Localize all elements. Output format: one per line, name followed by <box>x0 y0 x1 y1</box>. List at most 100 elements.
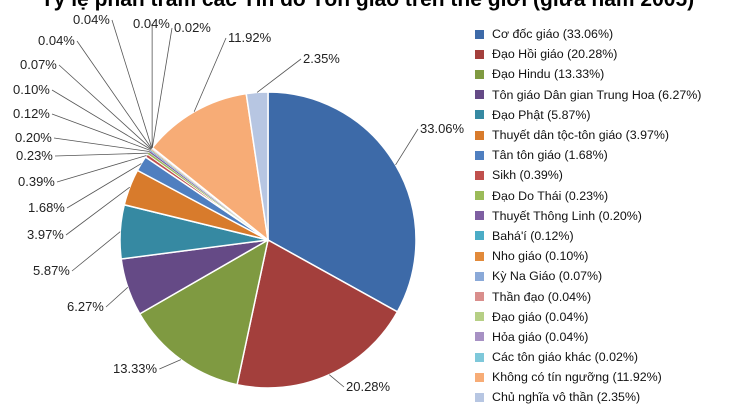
data-label: 1.68% <box>28 200 65 215</box>
leader-line <box>395 128 419 166</box>
legend-label: Đạo giáo (0.04%) <box>492 309 589 324</box>
leader-line <box>256 58 302 93</box>
legend-swatch <box>475 130 484 140</box>
leader-line <box>76 40 152 149</box>
legend-label: Chủ nghĩa vô thần (2.35%) <box>492 390 641 405</box>
legend-swatch <box>475 251 484 261</box>
data-label: 0.23% <box>16 148 53 163</box>
data-label: 0.20% <box>15 130 52 145</box>
legend-label: Đạo Phật (5.87%) <box>492 107 591 122</box>
data-label: 2.35% <box>303 51 340 66</box>
legend-label: Kỳ Na Giáo (0.07%) <box>492 269 603 284</box>
legend-item: Kỳ Na Giáo (0.07%) <box>475 266 733 286</box>
pie-slice <box>236 238 399 389</box>
legend-item: Các tôn giáo khác (0.02%) <box>475 347 733 367</box>
leader-line <box>111 19 153 149</box>
data-label: 0.02% <box>174 20 211 35</box>
legend-item: Sikh (0.39%) <box>475 165 733 185</box>
legend-item: Thần đạo (0.04%) <box>475 286 733 306</box>
data-label: 0.07% <box>20 57 57 72</box>
legend-swatch <box>475 332 484 342</box>
leader-line <box>56 155 147 183</box>
legend-label: Các tôn giáo khác (0.02%) <box>492 350 639 365</box>
chart-title: Tỷ lệ phần trăm các Tín đồ Tôn giáo trên… <box>0 0 735 12</box>
legend-swatch <box>475 352 484 362</box>
legend-swatch <box>475 110 484 120</box>
legend-item: Đạo Phật (5.87%) <box>475 105 733 125</box>
data-label: 0.39% <box>18 174 55 189</box>
leader-line <box>105 287 129 308</box>
data-label: 5.87% <box>33 263 70 278</box>
data-label: 20.28% <box>346 379 391 394</box>
legend-item: Cơ đốc giáo (33.06%) <box>475 24 733 44</box>
legend-swatch <box>475 231 484 241</box>
legend-label: Thuyết Thông Linh (0.20%) <box>492 208 642 223</box>
legend-swatch <box>475 49 484 59</box>
legend-swatch <box>475 392 484 402</box>
legend-item: Không có tín ngưỡng (11.92%) <box>475 367 733 387</box>
pie-chart: 33.06% 20.28% 13.33% 6.27% 5.87% 3.97% 1.68% 0.… <box>13 12 465 394</box>
leader-line <box>65 186 131 236</box>
legend-label: Tôn giáo Dân gian Trung Hoa (6.27%) <box>492 87 702 102</box>
leader-lines <box>51 19 419 388</box>
legend-item: Chủ nghĩa vô thần (2.35%) <box>475 387 733 407</box>
leader-line <box>51 89 152 150</box>
data-label: 0.04% <box>73 12 110 27</box>
legend-item: Thuyết dân tộc-tôn giáo (3.97%) <box>475 125 733 145</box>
legend-swatch <box>475 271 484 281</box>
legend-item: Thuyết Thông Linh (0.20%) <box>475 206 733 226</box>
legend-swatch <box>475 170 484 180</box>
legend-swatch <box>475 29 484 39</box>
legend-label: Sikh (0.39%) <box>492 168 563 183</box>
leader-line <box>328 374 345 388</box>
legend-item: Bahá'í (0.12%) <box>475 226 733 246</box>
legend-item: Đạo giáo (0.04%) <box>475 307 733 327</box>
leader-line <box>66 163 142 209</box>
legend-swatch <box>475 211 484 221</box>
data-label: 13.33% <box>113 361 158 376</box>
pie-slice <box>138 238 270 386</box>
legend-label: Cơ đốc giáo (33.06%) <box>492 27 614 42</box>
leader-line <box>53 137 150 152</box>
pie-slices <box>119 91 417 389</box>
legend-item: Đạo Hindu (13.33%) <box>475 64 733 84</box>
legend-swatch <box>475 69 484 79</box>
legend-label: Bahá'í (0.12%) <box>492 228 574 243</box>
data-labels: 33.06% 20.28% 13.33% 6.27% 5.87% 3.97% 1.68% 0.… <box>13 12 465 394</box>
leader-line <box>151 27 173 148</box>
legend-swatch <box>475 191 484 201</box>
legend-label: Đạo Do Thái (0.23%) <box>492 188 609 203</box>
legend-item: Đạo Hồi giáo (20.28%) <box>475 44 733 64</box>
pie-slice <box>245 91 269 241</box>
pie-slice <box>151 92 270 242</box>
leader-line <box>193 37 227 112</box>
leader-line <box>51 113 151 151</box>
leader-line <box>71 231 121 272</box>
legend: Cơ đốc giáo (33.06%) Đạo Hồi giáo (20.28%… <box>475 24 733 408</box>
legend-label: Hỏa giáo (0.04%) <box>492 329 589 344</box>
legend-label: Thần đạo (0.04%) <box>492 289 592 304</box>
data-label: 11.92% <box>228 30 272 45</box>
data-label: 0.12% <box>13 106 50 121</box>
leader-line <box>58 64 152 150</box>
legend-item: Đạo Do Thái (0.23%) <box>475 186 733 206</box>
leader-line <box>159 359 182 370</box>
leader-line <box>54 152 149 157</box>
legend-label: Đạo Hồi giáo (20.28%) <box>492 47 618 62</box>
legend-swatch <box>475 150 484 160</box>
legend-label: Thuyết dân tộc-tôn giáo (3.97%) <box>492 128 670 143</box>
legend-swatch <box>475 312 484 322</box>
pie-slice <box>267 91 417 313</box>
legend-item: Hỏa giáo (0.04%) <box>475 327 733 347</box>
data-label: 0.04% <box>133 16 170 31</box>
legend-label: Nho giáo (0.10%) <box>492 249 589 264</box>
legend-label: Không có tín ngưỡng (11.92%) <box>492 370 662 385</box>
data-label: 6.27% <box>67 299 104 314</box>
legend-label: Đạo Hindu (13.33%) <box>492 67 605 82</box>
legend-label: Tân tôn giáo (1.68%) <box>492 148 608 163</box>
legend-item: Nho giáo (0.10%) <box>475 246 733 266</box>
legend-swatch <box>475 372 484 382</box>
data-label: 3.97% <box>27 227 64 242</box>
data-label: 0.10% <box>13 82 50 97</box>
legend-swatch <box>475 90 484 100</box>
